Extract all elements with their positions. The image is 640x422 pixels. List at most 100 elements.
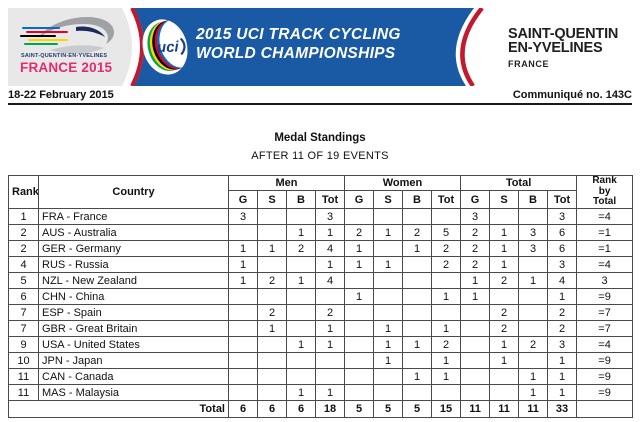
medal-cell: 1 [344,240,374,257]
medal-cell [286,208,316,225]
medal-cell: 1 [373,336,403,353]
medal-column-header: S [489,190,520,209]
medal-cell: 1 [518,368,549,385]
medal-cell [257,208,287,225]
medal-cell [402,320,432,337]
medal-cell: 1 [373,224,403,241]
banner-title-line2: WORLD CHAMPIONSHIPS [196,45,396,62]
medal-cell [344,304,374,321]
medal-cell: 1 [286,224,316,241]
medal-cell [344,208,374,225]
medal-cell [518,352,549,369]
medal-cell: 1 [228,240,258,257]
table-row: 6 CHN - China 1 1 1 1 =9 [8,288,634,305]
rank-by-total-cell: =4 [576,256,634,273]
group-header-total: Total [460,175,578,191]
uci-logo: uci [142,18,194,75]
medal-cell [460,304,491,321]
medal-cell [228,336,258,353]
banner-title-line1: 2015 UCI TRACK CYCLING [196,26,401,43]
medal-cell: 3 [228,208,258,225]
rank-cell: 11 [8,384,39,401]
total-medal-cell: 6 [228,400,258,418]
medal-cell [286,304,316,321]
rank-cell: 2 [8,224,39,241]
country-cell: GER - Germany [38,240,229,257]
medal-cell: 1 [286,336,316,353]
medal-cell: 2 [518,336,549,353]
medal-cell [518,320,549,337]
medal-column-header: Tot [315,190,345,209]
host-city-block: SAINT-QUENTIN EN-YVELINES FRANCE [508,27,618,71]
medal-cell [286,352,316,369]
medal-cell: 6 [547,224,578,241]
medal-cell: 2 [257,272,287,289]
total-rank-by-total-cell [576,400,634,418]
medal-cell: 1 [430,288,462,305]
total-medal-cell: 15 [430,400,462,418]
medal-cell: 1 [315,320,345,337]
country-cell: ESP - Spain [38,304,229,321]
medal-cell: 3 [518,224,549,241]
country-cell: NZL - New Zealand [38,272,229,289]
medal-cell [257,256,287,273]
medal-cell [402,352,432,369]
medal-cell [460,384,491,401]
country-cell: MAS - Malaysia [38,384,229,401]
rank-cell: 11 [8,368,39,385]
medal-cell: 1 [315,336,345,353]
header-banner: uci SAINT-QUENTIN-EN-YVELINES FRANCE 201… [8,8,632,86]
medal-cell [286,288,316,305]
rank-column-header: Rank [8,175,39,209]
medal-cell [315,288,345,305]
medal-cell: 5 [430,224,462,241]
banner-blue-panel [134,8,474,86]
medal-cell [228,320,258,337]
rank-by-total-cell: 3 [576,272,634,289]
medal-cell: 1 [489,240,520,257]
medal-cell: 2 [430,240,462,257]
medal-cell [489,368,520,385]
medal-cell [373,272,403,289]
table-row: 2 GER - Germany 1 1 2 4 1 1 2 2 1 3 6 =1 [8,240,634,257]
medal-cell [518,288,549,305]
medal-cell [228,224,258,241]
table-row: 1 FRA - France 3 3 3 3 =4 [8,208,634,225]
medal-cell: 2 [489,304,520,321]
medal-cell [228,352,258,369]
medal-cell: 1 [286,272,316,289]
rank-by-total-cell: =9 [576,368,634,385]
rank-by-total-cell: =1 [576,240,634,257]
rank-by-total-cell: =9 [576,288,634,305]
medal-cell [257,288,287,305]
medal-cell: 1 [547,288,578,305]
rank-by-total-cell: =9 [576,384,634,401]
rank-by-total-cell: =4 [576,208,634,225]
country-cell: AUS - Australia [38,224,229,241]
host-city-line1: SAINT-QUENTIN [508,26,619,42]
medal-cell: 1 [489,336,520,353]
table-row: 7 GBR - Great Britain 1 1 1 1 2 2 =7 [8,320,634,337]
medal-standings-table: Rank Country Men Women Total Rank by Total G S B… [8,175,634,418]
medal-cell [402,256,432,273]
medal-cell [489,288,520,305]
medal-cell: 3 [547,336,578,353]
medal-cell [228,288,258,305]
medal-cell: 1 [228,272,258,289]
medal-cell [518,256,549,273]
rank-by-total-cell: =4 [576,336,634,353]
medal-cell: 3 [547,256,578,273]
event-dates: 18-22 February 2015 [8,89,114,101]
medal-cell: 1 [460,288,491,305]
medal-cell: 2 [460,240,491,257]
medal-cell [373,208,403,225]
medal-column-header: G [344,190,374,209]
page-title: Medal Standings [274,132,366,144]
medal-cell [373,288,403,305]
total-medal-cell: 11 [518,400,549,418]
medal-cell [373,368,403,385]
rank-cell: 5 [8,272,39,289]
table-row: 9 USA - United States 1 1 1 1 2 1 2 3 =4 [8,336,634,353]
total-label-cell: Total [8,400,229,418]
left-red-swoosh [130,8,144,86]
